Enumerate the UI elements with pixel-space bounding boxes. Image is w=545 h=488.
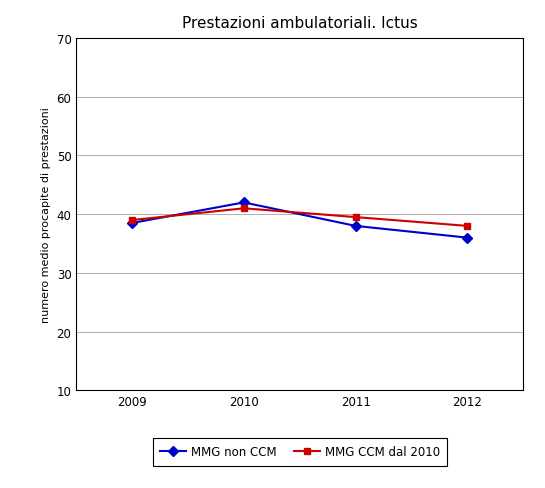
- MMG non CCM: [129, 221, 136, 226]
- Line: MMG non CCM: MMG non CCM: [129, 200, 471, 242]
- MMG non CCM: [241, 200, 247, 206]
- Legend: MMG non CCM, MMG CCM dal 2010: MMG non CCM, MMG CCM dal 2010: [153, 438, 447, 466]
- Line: MMG CCM dal 2010: MMG CCM dal 2010: [129, 205, 471, 230]
- MMG CCM dal 2010: [241, 206, 247, 212]
- MMG CCM dal 2010: [352, 215, 359, 221]
- Title: Prestazioni ambulatoriali. Ictus: Prestazioni ambulatoriali. Ictus: [182, 16, 417, 31]
- MMG non CCM: [352, 224, 359, 229]
- MMG CCM dal 2010: [464, 224, 470, 229]
- MMG non CCM: [464, 235, 470, 241]
- MMG CCM dal 2010: [129, 218, 136, 224]
- Y-axis label: numero medio procapite di prestazioni: numero medio procapite di prestazioni: [41, 107, 51, 323]
